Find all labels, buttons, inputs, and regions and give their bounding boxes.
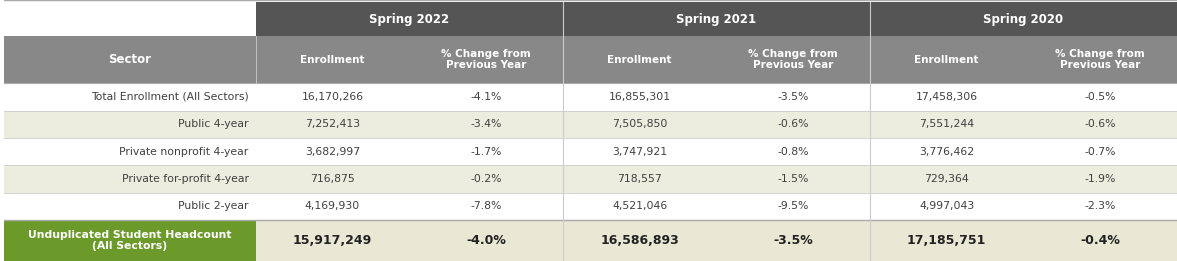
Text: 729,364: 729,364 xyxy=(924,174,969,184)
Text: 3,682,997: 3,682,997 xyxy=(305,147,360,157)
Text: -0.7%: -0.7% xyxy=(1084,147,1116,157)
Text: 17,458,306: 17,458,306 xyxy=(916,92,978,102)
Text: Public 2-year: Public 2-year xyxy=(178,201,248,211)
Text: Enrollment: Enrollment xyxy=(300,55,365,65)
Text: 15,917,249: 15,917,249 xyxy=(293,234,372,247)
Bar xyxy=(870,36,1024,83)
Text: % Change from
Previous Year: % Change from Previous Year xyxy=(441,49,531,70)
Text: Spring 2021: Spring 2021 xyxy=(677,13,757,26)
Text: -7.8%: -7.8% xyxy=(471,201,501,211)
Bar xyxy=(255,36,410,83)
Text: 3,776,462: 3,776,462 xyxy=(919,147,975,157)
Bar xyxy=(4,36,255,83)
Text: Private for-profit 4-year: Private for-profit 4-year xyxy=(121,174,248,184)
Text: Enrollment: Enrollment xyxy=(915,55,979,65)
Text: -1.5%: -1.5% xyxy=(778,174,809,184)
Text: Spring 2022: Spring 2022 xyxy=(370,13,450,26)
Bar xyxy=(4,220,255,261)
Text: -9.5%: -9.5% xyxy=(778,201,809,211)
Text: 4,521,046: 4,521,046 xyxy=(612,201,667,211)
Text: 17,185,751: 17,185,751 xyxy=(907,234,986,247)
Text: 16,586,893: 16,586,893 xyxy=(600,234,679,247)
Text: -3.4%: -3.4% xyxy=(471,119,501,129)
Bar xyxy=(4,165,1177,193)
Text: 16,855,301: 16,855,301 xyxy=(609,92,671,102)
Text: -0.2%: -0.2% xyxy=(471,174,501,184)
Bar xyxy=(717,220,870,261)
Bar xyxy=(563,220,717,261)
Text: Sector: Sector xyxy=(108,53,152,66)
Text: -2.3%: -2.3% xyxy=(1084,201,1116,211)
Text: % Change from
Previous Year: % Change from Previous Year xyxy=(1056,49,1145,70)
Text: 7,551,244: 7,551,244 xyxy=(919,119,975,129)
Text: -3.5%: -3.5% xyxy=(773,234,813,247)
Text: 716,875: 716,875 xyxy=(311,174,355,184)
Text: -1.9%: -1.9% xyxy=(1084,174,1116,184)
Bar xyxy=(410,36,563,83)
Bar xyxy=(563,3,870,36)
Bar xyxy=(4,83,1177,111)
Bar xyxy=(1024,220,1177,261)
Text: Enrollment: Enrollment xyxy=(607,55,672,65)
Text: 7,505,850: 7,505,850 xyxy=(612,119,667,129)
Bar xyxy=(4,111,1177,138)
Text: 4,997,043: 4,997,043 xyxy=(919,201,975,211)
Bar xyxy=(870,220,1024,261)
Bar xyxy=(4,138,1177,165)
Text: 718,557: 718,557 xyxy=(617,174,661,184)
Text: % Change from
Previous Year: % Change from Previous Year xyxy=(749,49,838,70)
Text: -0.6%: -0.6% xyxy=(1084,119,1116,129)
Text: 16,170,266: 16,170,266 xyxy=(301,92,364,102)
Text: Private nonprofit 4-year: Private nonprofit 4-year xyxy=(120,147,248,157)
Text: -1.7%: -1.7% xyxy=(471,147,501,157)
Text: Spring 2020: Spring 2020 xyxy=(984,13,1064,26)
Text: -4.1%: -4.1% xyxy=(471,92,501,102)
Bar xyxy=(870,3,1177,36)
Bar xyxy=(1024,36,1177,83)
Text: 4,169,930: 4,169,930 xyxy=(305,201,360,211)
Text: -0.6%: -0.6% xyxy=(777,119,809,129)
Text: Total Enrollment (All Sectors): Total Enrollment (All Sectors) xyxy=(91,92,248,102)
Text: -3.5%: -3.5% xyxy=(778,92,809,102)
Bar xyxy=(4,193,1177,220)
Bar xyxy=(255,220,410,261)
Text: 3,747,921: 3,747,921 xyxy=(612,147,667,157)
Bar xyxy=(563,36,717,83)
Text: Public 4-year: Public 4-year xyxy=(178,119,248,129)
Bar xyxy=(410,220,563,261)
Bar xyxy=(717,36,870,83)
Bar xyxy=(255,3,563,36)
Text: 7,252,413: 7,252,413 xyxy=(305,119,360,129)
Text: -0.4%: -0.4% xyxy=(1080,234,1121,247)
Text: Unduplicated Student Headcount
(All Sectors): Unduplicated Student Headcount (All Sect… xyxy=(28,230,232,251)
Bar xyxy=(4,3,255,36)
Text: -4.0%: -4.0% xyxy=(466,234,506,247)
Text: -0.5%: -0.5% xyxy=(1084,92,1116,102)
Text: -0.8%: -0.8% xyxy=(777,147,809,157)
